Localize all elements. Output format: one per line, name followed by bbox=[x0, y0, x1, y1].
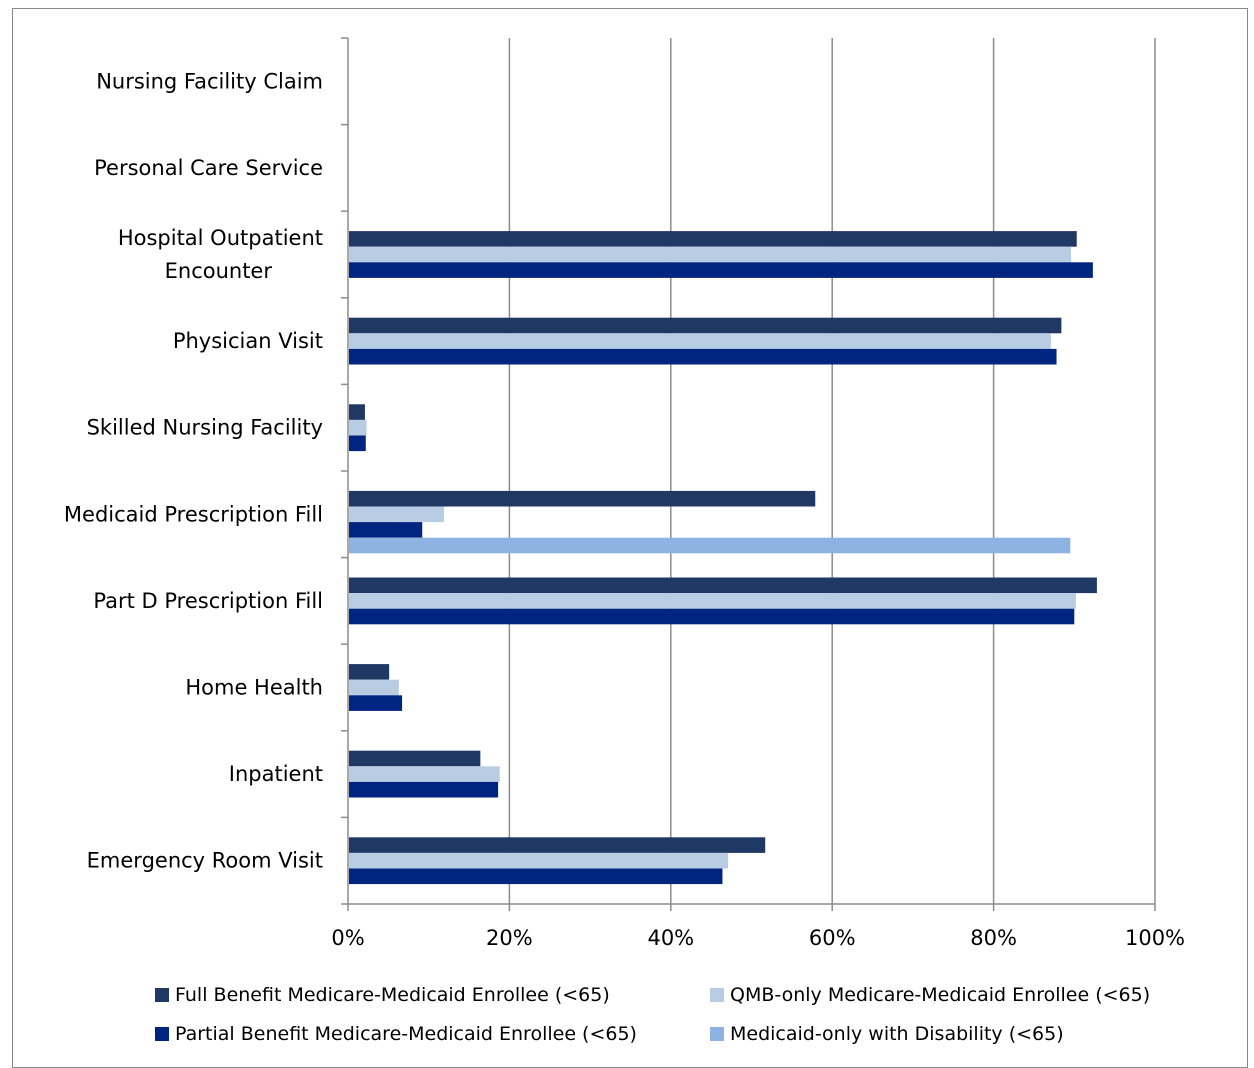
x-tick-label: 0% bbox=[331, 926, 364, 950]
category-label: Physician Visit bbox=[173, 329, 323, 353]
tick-labels: 0% 20% 40% 60% 80% 100% bbox=[331, 926, 1185, 950]
category-label: Medicaid Prescription Fill bbox=[64, 502, 323, 526]
x-tick-label: 20% bbox=[486, 926, 533, 950]
bar bbox=[349, 333, 1051, 349]
bar bbox=[349, 490, 816, 507]
bar bbox=[349, 750, 481, 767]
category-label: Skilled Nursing Facility bbox=[87, 416, 323, 440]
bar bbox=[349, 231, 1077, 247]
legend-item: Medicaid-only with Disability (<65) bbox=[710, 1023, 1064, 1045]
legend-swatch bbox=[155, 988, 169, 1002]
x-tick-label: 100% bbox=[1125, 926, 1185, 950]
gridlines bbox=[508, 38, 1156, 904]
category-label: Emergency Room Visit bbox=[87, 849, 323, 873]
bar bbox=[349, 317, 1062, 334]
bar bbox=[349, 537, 1071, 554]
bar bbox=[349, 246, 1072, 263]
bar bbox=[349, 679, 399, 696]
bar bbox=[349, 593, 1076, 609]
bar bbox=[349, 664, 390, 680]
legend-label: QMB-only Medicare-Medicaid Enrollee (<65… bbox=[730, 984, 1151, 1006]
legend-label: Medicaid-only with Disability (<65) bbox=[730, 1023, 1064, 1045]
bar bbox=[349, 404, 365, 420]
legend-swatch bbox=[155, 1027, 169, 1041]
bar bbox=[349, 419, 367, 436]
axes bbox=[341, 37, 1156, 911]
bar bbox=[349, 577, 1097, 594]
category-labels: Nursing Facility Claim Personal Care Serv… bbox=[64, 69, 323, 872]
bar bbox=[349, 781, 499, 798]
bars bbox=[349, 231, 1097, 885]
legend-label: Partial Benefit Medicare-Medicaid Enroll… bbox=[175, 1023, 637, 1045]
bar bbox=[349, 868, 723, 885]
bar bbox=[349, 766, 500, 782]
x-tick-label: 80% bbox=[970, 926, 1017, 950]
bar bbox=[349, 522, 423, 538]
bar bbox=[349, 262, 1093, 278]
category-label: Personal Care Service bbox=[94, 156, 323, 180]
category-label: Home Health bbox=[185, 676, 323, 700]
bar-chart: Nursing Facility Claim Personal Care Serv… bbox=[64, 37, 1185, 950]
category-label: Inpatient bbox=[229, 762, 323, 786]
category-label: Hospital Outpatient Encounter bbox=[118, 226, 323, 283]
legend-swatch bbox=[710, 1027, 724, 1041]
legend-item: Full Benefit Medicare-Medicaid Enrollee … bbox=[155, 984, 610, 1006]
bar bbox=[349, 852, 729, 869]
bar bbox=[349, 435, 366, 452]
category-label: Nursing Facility Claim bbox=[96, 69, 323, 93]
legend-swatch bbox=[710, 988, 724, 1002]
bar bbox=[349, 695, 403, 711]
legend-item: QMB-only Medicare-Medicaid Enrollee (<65… bbox=[710, 984, 1150, 1006]
bar bbox=[349, 608, 1075, 625]
x-tick-label: 60% bbox=[809, 926, 856, 950]
legend-item: Partial Benefit Medicare-Medicaid Enroll… bbox=[155, 1023, 637, 1045]
legend-label: Full Benefit Medicare-Medicaid Enrollee … bbox=[175, 984, 610, 1006]
category-label: Part D Prescription Fill bbox=[93, 589, 323, 613]
bar bbox=[349, 837, 766, 853]
x-tick-label: 40% bbox=[647, 926, 694, 950]
bar bbox=[349, 348, 1057, 365]
bar bbox=[349, 506, 445, 523]
